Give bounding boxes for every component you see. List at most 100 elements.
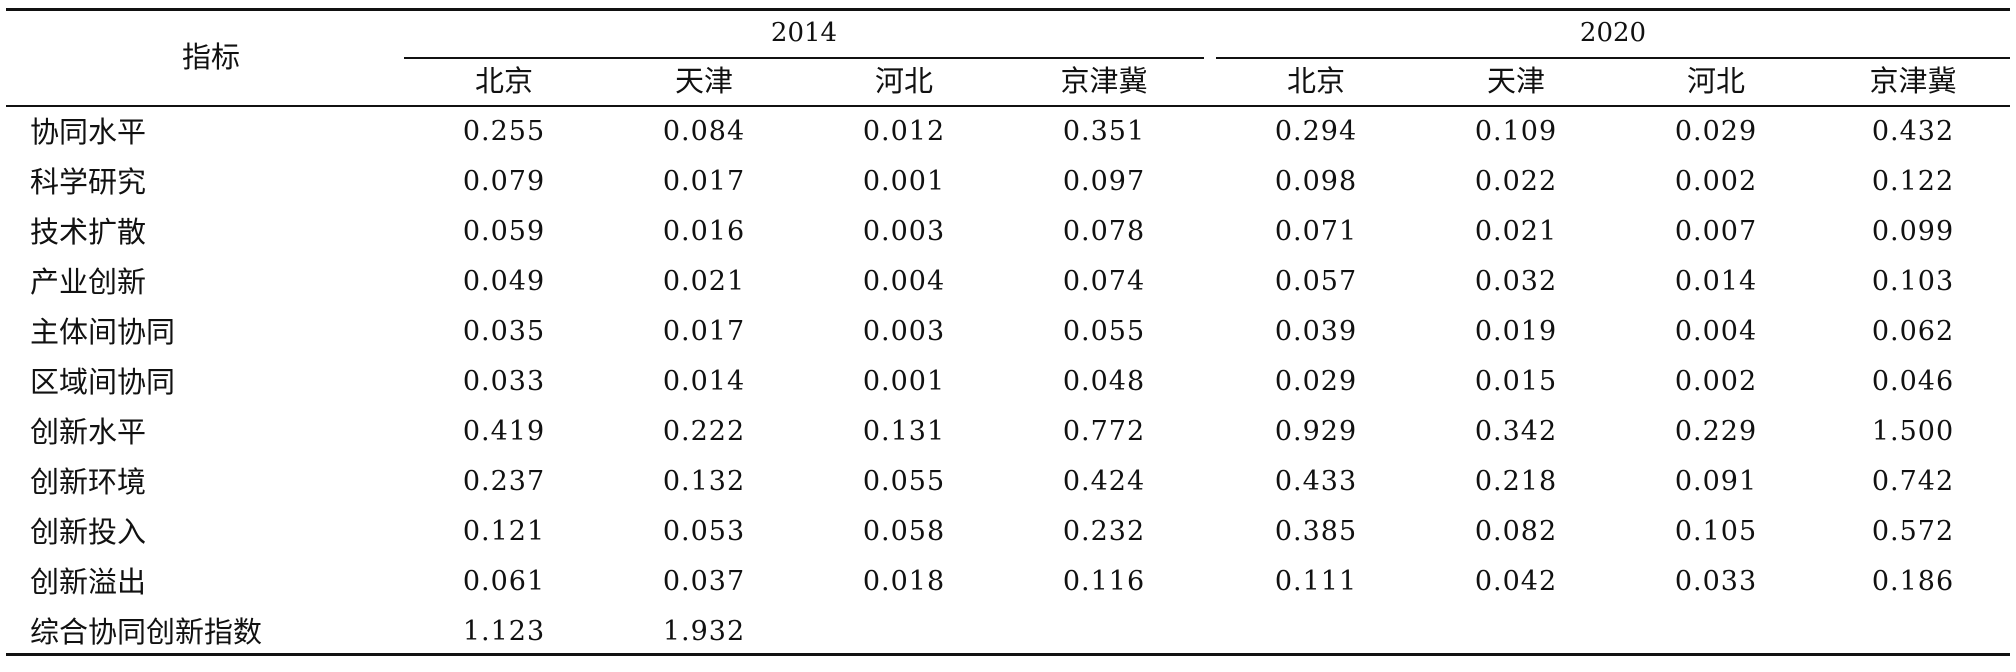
table-cell: 0.017 (662, 316, 746, 347)
row-label: 创新水平 (30, 415, 147, 449)
table-cell: 1.123 (462, 616, 546, 647)
table-cell: 0.014 (1674, 266, 1758, 297)
table-cell: 0.022 (1474, 166, 1558, 197)
table-cell: 0.053 (662, 516, 746, 547)
table-cell: 0.003 (862, 216, 946, 247)
table-cell: 0.029 (1274, 366, 1358, 397)
table-cell: 0.037 (662, 566, 746, 597)
table-cell: 0.098 (1274, 166, 1358, 197)
top-rule (6, 8, 2010, 11)
table-cell: 0.015 (1474, 366, 1558, 397)
table-cell: 0.033 (462, 366, 546, 397)
table-cell: 0.131 (862, 416, 946, 447)
row-label: 技术扩散 (30, 215, 147, 249)
year-2014-underline (404, 57, 1204, 59)
table-cell: 0.351 (1062, 116, 1146, 147)
table-cell: 0.255 (462, 116, 546, 147)
row-label: 创新环境 (30, 465, 147, 499)
table-cell: 0.004 (862, 266, 946, 297)
table-cell: 0.039 (1274, 316, 1358, 347)
table-cell: 0.132 (662, 466, 746, 497)
header-rule (6, 105, 2010, 107)
table-cell: 0.071 (1274, 216, 1358, 247)
row-label: 区域间协同 (30, 365, 176, 399)
table-cell: 0.001 (862, 366, 946, 397)
column-header: 天津 (674, 64, 733, 98)
table-cell: 0.084 (662, 116, 746, 147)
table-cell: 0.061 (462, 566, 546, 597)
table-cell: 0.055 (1062, 316, 1146, 347)
column-header: 天津 (1486, 64, 1545, 98)
column-header: 京津冀 (1060, 64, 1148, 98)
table-cell: 0.035 (462, 316, 546, 347)
corner-header: 指标 (181, 40, 240, 74)
table-cell: 0.058 (862, 516, 946, 547)
table-cell: 0.002 (1674, 166, 1758, 197)
table-cell: 0.419 (462, 416, 546, 447)
row-label: 科学研究 (30, 165, 147, 199)
bottom-rule (6, 653, 2010, 656)
table-cell: 0.078 (1062, 216, 1146, 247)
row-label: 协同水平 (30, 115, 147, 149)
table-cell: 0.074 (1062, 266, 1146, 297)
table-cell: 0.772 (1062, 416, 1146, 447)
year-2020-underline (1216, 57, 2010, 59)
table-cell: 0.001 (862, 166, 946, 197)
table-cell: 0.218 (1474, 466, 1558, 497)
table-cell: 0.097 (1062, 166, 1146, 197)
table-cell: 0.432 (1871, 116, 1955, 147)
table-cell: 0.021 (662, 266, 746, 297)
year-header-2014: 2014 (770, 18, 838, 48)
table-cell: 0.433 (1274, 466, 1358, 497)
table-cell: 0.079 (462, 166, 546, 197)
table-cell: 0.029 (1674, 116, 1758, 147)
column-header: 河北 (1686, 64, 1745, 98)
table-cell: 0.385 (1274, 516, 1358, 547)
column-header: 北京 (1286, 64, 1345, 98)
table-cell: 0.229 (1674, 416, 1758, 447)
indicator-table: 指标 2014 2020 北京 天津 河北 京津冀 北京 天津 河北 京津冀 协… (6, 0, 2010, 672)
table-cell: 0.003 (862, 316, 946, 347)
table-cell: 0.186 (1871, 566, 1955, 597)
table-cell: 0.742 (1871, 466, 1955, 497)
table-cell: 0.016 (662, 216, 746, 247)
table-cell: 0.082 (1474, 516, 1558, 547)
row-label: 创新溢出 (30, 565, 147, 599)
table-cell: 0.342 (1474, 416, 1558, 447)
table-cell: 1.932 (662, 616, 746, 647)
table-cell: 0.121 (462, 516, 546, 547)
table-cell: 0.122 (1871, 166, 1955, 197)
table-cell: 1.500 (1871, 416, 1955, 447)
table-cell: 0.002 (1674, 366, 1758, 397)
year-header-2020: 2020 (1579, 18, 1647, 48)
column-header: 北京 (474, 64, 533, 98)
table-cell: 0.424 (1062, 466, 1146, 497)
table-cell: 0.021 (1474, 216, 1558, 247)
table-cell: 0.116 (1062, 566, 1146, 597)
table-cell: 0.055 (862, 466, 946, 497)
table-cell: 0.103 (1871, 266, 1955, 297)
table-cell: 0.018 (862, 566, 946, 597)
table-cell: 0.033 (1674, 566, 1758, 597)
table-cell: 0.049 (462, 266, 546, 297)
table-cell: 0.105 (1674, 516, 1758, 547)
row-label: 主体间协同 (30, 315, 176, 349)
table-cell: 0.091 (1674, 466, 1758, 497)
table-cell: 0.017 (662, 166, 746, 197)
table-cell: 0.232 (1062, 516, 1146, 547)
table-cell: 0.019 (1474, 316, 1558, 347)
row-label: 创新投入 (30, 515, 147, 549)
row-label: 综合协同创新指数 (30, 615, 263, 649)
table-cell: 0.237 (462, 466, 546, 497)
table-cell: 0.057 (1274, 266, 1358, 297)
table-cell: 0.032 (1474, 266, 1558, 297)
table-cell: 0.222 (662, 416, 746, 447)
column-header: 京津冀 (1869, 64, 1957, 98)
table-cell: 0.111 (1274, 566, 1358, 597)
table-cell: 0.062 (1871, 316, 1955, 347)
row-label: 产业创新 (30, 265, 147, 299)
table-cell: 0.572 (1871, 516, 1955, 547)
table-cell: 0.929 (1274, 416, 1358, 447)
table-cell: 0.007 (1674, 216, 1758, 247)
column-header: 河北 (874, 64, 933, 98)
